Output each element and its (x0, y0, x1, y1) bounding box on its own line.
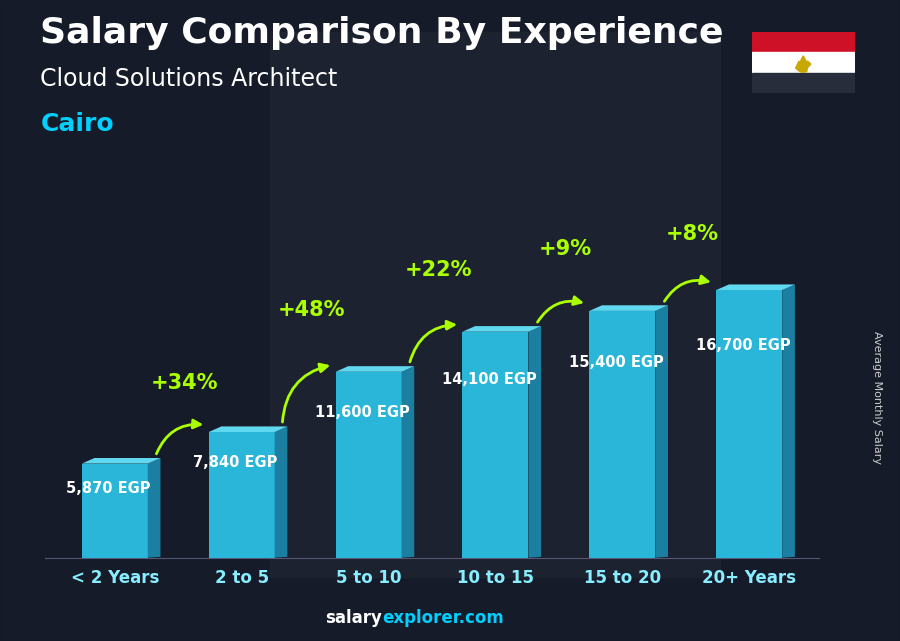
Polygon shape (528, 326, 541, 558)
Text: +48%: +48% (278, 300, 346, 320)
Polygon shape (716, 290, 782, 558)
Polygon shape (209, 426, 287, 432)
Text: Average Monthly Salary: Average Monthly Salary (872, 331, 883, 464)
Bar (270, 32, 720, 577)
Polygon shape (716, 285, 795, 290)
Text: 7,840 EGP: 7,840 EGP (194, 454, 277, 470)
Polygon shape (590, 311, 655, 558)
Text: 15,400 EGP: 15,400 EGP (569, 355, 663, 370)
Text: 11,600 EGP: 11,600 EGP (315, 405, 410, 420)
Text: +9%: +9% (539, 239, 592, 259)
Polygon shape (796, 56, 811, 72)
Polygon shape (274, 426, 287, 558)
Bar (752, 32, 855, 53)
Polygon shape (463, 326, 541, 332)
FancyArrowPatch shape (157, 420, 201, 454)
Polygon shape (655, 305, 668, 558)
Text: explorer.com: explorer.com (382, 609, 504, 627)
Text: Cairo: Cairo (40, 112, 114, 136)
Text: 14,100 EGP: 14,100 EGP (442, 372, 536, 387)
Text: Cloud Solutions Architect: Cloud Solutions Architect (40, 67, 338, 91)
Text: +22%: +22% (405, 260, 472, 279)
Polygon shape (782, 285, 795, 558)
FancyArrowPatch shape (410, 321, 454, 362)
FancyArrowPatch shape (537, 297, 581, 322)
Text: Salary Comparison By Experience: Salary Comparison By Experience (40, 16, 724, 50)
FancyArrowPatch shape (664, 276, 708, 301)
Text: +8%: +8% (666, 224, 718, 244)
Polygon shape (590, 305, 668, 311)
Polygon shape (209, 432, 274, 558)
Polygon shape (148, 458, 160, 558)
Polygon shape (463, 332, 528, 558)
Polygon shape (336, 372, 401, 558)
FancyArrowPatch shape (283, 364, 328, 422)
Text: +34%: +34% (151, 373, 219, 393)
Polygon shape (82, 458, 160, 463)
Text: 5,870 EGP: 5,870 EGP (67, 481, 150, 495)
Polygon shape (401, 366, 414, 558)
Text: salary: salary (326, 609, 382, 627)
Polygon shape (336, 366, 414, 372)
Polygon shape (82, 463, 148, 558)
Bar (752, 72, 855, 93)
Bar (752, 53, 855, 72)
Text: 16,700 EGP: 16,700 EGP (696, 338, 790, 353)
